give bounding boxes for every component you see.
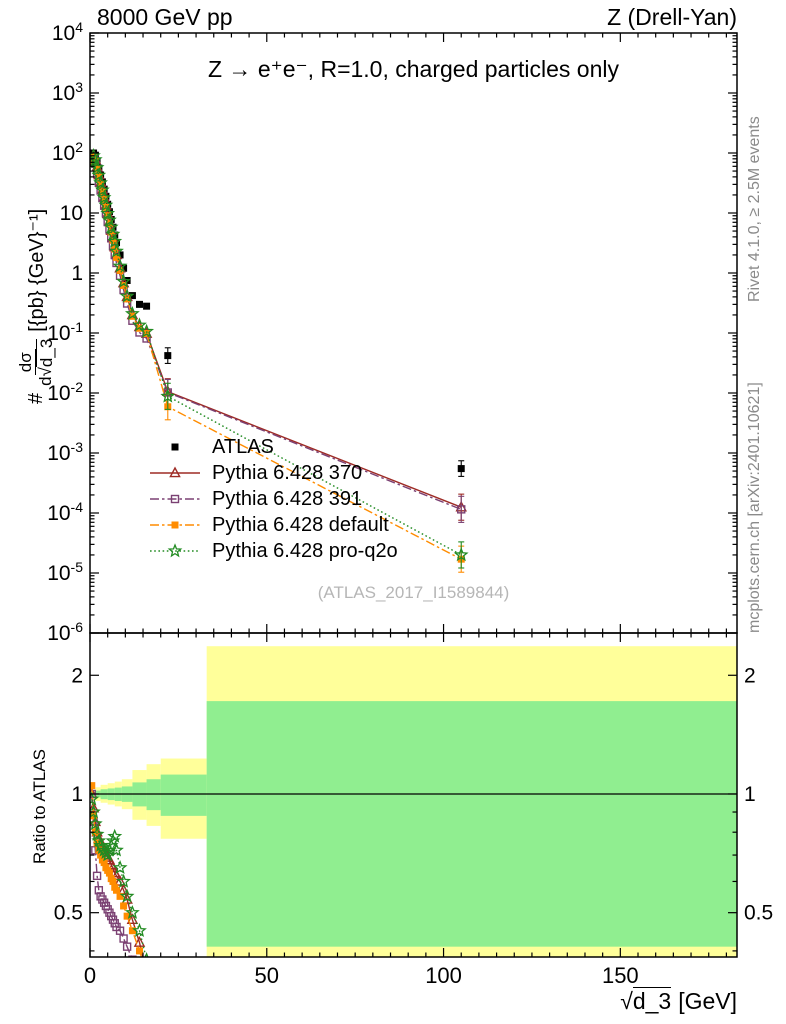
legend-swatch-atlas — [171, 443, 179, 451]
plot-title: Z → e⁺e⁻, R=1.0, charged particles only — [207, 56, 619, 82]
svg-text:1: 1 — [744, 783, 756, 806]
beam-energy-label: 8000 GeV pp — [97, 4, 233, 30]
ylabel-denominator: d√ d_3 — [36, 338, 57, 386]
svg-text:1: 1 — [71, 262, 83, 285]
legend-label-pythia-6-428-pro-q2o: Pythia 6.428 pro-q2o — [212, 539, 398, 562]
legend-item-pythia-6-428-pro-q2o: Pythia 6.428 pro-q2o — [148, 538, 398, 564]
axes — [89, 32, 738, 958]
uncertainty-bands — [90, 646, 737, 957]
svg-text:150: 150 — [602, 963, 639, 988]
svg-text:10-3: 10-3 — [47, 439, 83, 465]
xlabel-radicand: d_3 — [632, 987, 672, 1014]
legend-swatch-pythia-6-428-default — [150, 521, 200, 529]
legend-label-pythia-6-428-370: Pythia 6.428 370 — [212, 461, 363, 484]
svg-text:1: 1 — [71, 783, 83, 806]
svg-text:102: 102 — [52, 139, 83, 165]
legend-label-pythia-6-428-391: Pythia 6.428 391 — [212, 487, 363, 510]
x-axis-label: √d_3 [GeV] — [620, 987, 737, 1015]
svg-text:10-4: 10-4 — [47, 499, 83, 525]
svg-text:50: 50 — [255, 963, 279, 988]
svg-text:0.5: 0.5 — [54, 902, 83, 925]
svg-text:2: 2 — [744, 664, 756, 687]
ratio-series-pythia-6-428-391 — [90, 789, 137, 957]
legend-label-atlas: ATLAS — [212, 435, 274, 458]
legend-swatch-pythia-6-428-pro-q2o — [150, 543, 200, 558]
band-green-step — [206, 701, 737, 947]
rivet-version-label: Rivet 4.1.0, ≥ 2.5M events — [746, 116, 763, 302]
legend: ATLAS Pythia 6.428 370 Pythia 6.428 391 Pyt… — [148, 434, 398, 564]
legend-item-pythia-6-428-370: Pythia 6.428 370 — [148, 460, 398, 486]
svg-text:103: 103 — [52, 79, 83, 105]
ratio-series-pythia-6-428-default — [90, 782, 143, 957]
band-green-step — [146, 779, 161, 811]
legend-item-atlas: ATLAS — [148, 434, 398, 460]
legend-swatch-pythia-6-428-391 — [150, 494, 200, 504]
svg-text:2: 2 — [71, 664, 83, 687]
band-green-step — [160, 774, 207, 816]
process-label: Z (Drell-Yan) — [607, 4, 737, 30]
svg-text:10: 10 — [60, 202, 83, 225]
ylabel-units: [{pb} {GeV}⁻¹] — [25, 208, 48, 332]
ylabel-prefix: # — [24, 392, 47, 404]
main-series-atlas — [90, 149, 465, 477]
analysis-watermark: (ATLAS_2017_I1589844) — [317, 583, 510, 602]
ratio-series-pythia-6-428-pro-q2o — [90, 791, 150, 957]
legend-label-pythia-6-428-default: Pythia 6.428 default — [212, 513, 389, 536]
ratio-y-axis-label: Ratio to ATLAS — [30, 749, 49, 864]
xlabel-sqrt-sign: √ — [620, 988, 633, 1014]
legend-swatch-pythia-6-428-370 — [150, 466, 200, 478]
legend-item-pythia-6-428-391: Pythia 6.428 391 — [148, 486, 398, 512]
main-series-pythia-6-428-pro-q2o — [90, 147, 469, 569]
svg-text:10-6: 10-6 — [47, 619, 83, 645]
ylabel-fraction: dσ d√ d_3 — [16, 338, 57, 386]
svg-text:100: 100 — [425, 963, 462, 988]
svg-text:104: 104 — [52, 19, 83, 45]
svg-text:0: 0 — [84, 963, 96, 988]
main-y-axis-label: # dσ d√ d_3 [{pb} {GeV}⁻¹] — [16, 208, 57, 404]
ylabel-numerator: dσ — [16, 349, 37, 376]
mcplots-credit-label: mcplots.cern.ch [arXiv:2401.10621] — [746, 382, 763, 633]
svg-text:0.5: 0.5 — [744, 902, 773, 925]
xlabel-units: [GeV] — [678, 988, 737, 1014]
legend-item-pythia-6-428-default: Pythia 6.428 default — [148, 512, 398, 538]
svg-text:10-5: 10-5 — [47, 559, 83, 585]
